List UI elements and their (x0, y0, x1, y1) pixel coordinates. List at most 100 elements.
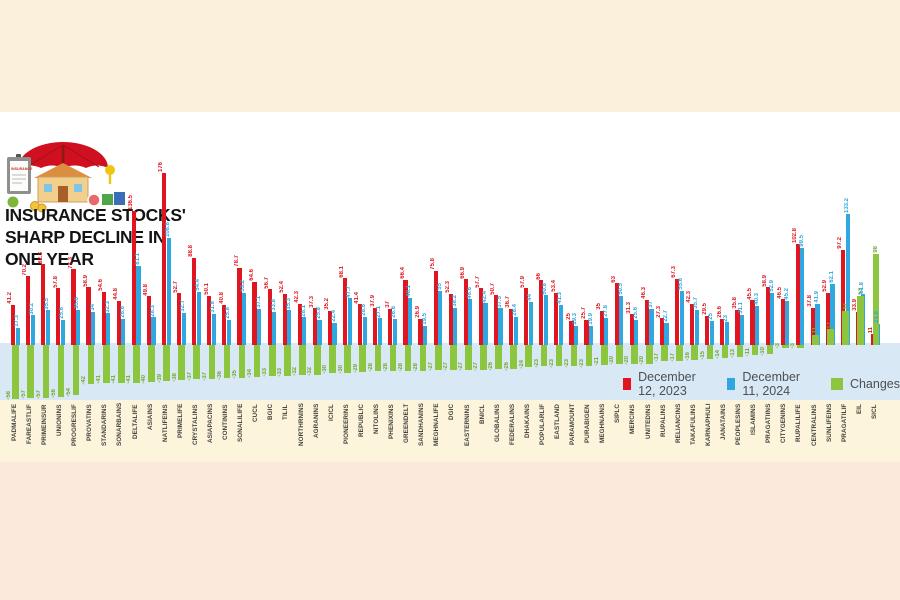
bar-change (72, 345, 80, 396)
value-label-2023: 97.2 (837, 237, 844, 249)
value-label-change: -3 (790, 343, 797, 349)
value-label-change: -20 (624, 355, 631, 365)
lollipop-icon (87, 193, 101, 207)
value-label-change: -56 (50, 389, 57, 399)
bar-change (766, 345, 774, 355)
legend-label: December 11, 2024 (742, 370, 801, 398)
value-label-2024: 28.6 (361, 304, 368, 316)
value-label-change: -13 (729, 349, 736, 359)
category-label: PHENIXINS (388, 404, 396, 439)
value-label-2023: 29.5 (701, 303, 708, 316)
category-label: NITOLINS (372, 404, 380, 435)
value-label-2024: 19.5 (421, 313, 428, 325)
category-label: NORTHRNINS (297, 403, 305, 446)
category-label: PRAGATILIF (840, 404, 848, 443)
bar-dec-12-2023 (433, 270, 438, 345)
bar-change (329, 345, 336, 373)
value-label-2023: 88.8 (188, 245, 195, 257)
bar-dec-12-2023 (690, 303, 695, 345)
legend-label: December 12, 2023 (638, 370, 696, 398)
category-label: NATLIFEINS (161, 404, 169, 442)
bar-dec-11-2024 (241, 292, 247, 345)
bar-dec-12-2023 (403, 279, 408, 345)
key-icon (105, 165, 115, 175)
value-label-2023: 50.1 (203, 283, 210, 295)
value-label-2023: 52.9 (822, 280, 829, 293)
category-label: CENTRALINS (810, 404, 818, 446)
bar-dec-12-2023 (478, 288, 483, 345)
value-label-2024: 45.2 (783, 288, 790, 300)
category-label: DGIC (448, 404, 456, 421)
value-label-2024: 25.6 (59, 307, 66, 319)
value-label-2024: 42.4 (481, 290, 488, 303)
bar-change (585, 345, 593, 367)
value-label-2023: 58.9 (761, 274, 768, 287)
value-label-change: -20 (609, 355, 616, 365)
bar-dec-12-2023 (780, 299, 785, 345)
bar-dec-11-2024 (211, 314, 216, 345)
bar-change (404, 345, 412, 372)
category-label: PROVATINS (86, 404, 94, 441)
value-label-2024: 30.2 (29, 302, 36, 315)
bar-change (616, 345, 623, 364)
bar-dec-11-2024 (649, 308, 654, 345)
legend-item-changes: Changes (830, 377, 900, 391)
category-label: PRIMELIFE (176, 404, 184, 439)
value-label-change: -26 (488, 361, 495, 371)
bar-change (359, 345, 367, 372)
category-label: EASTERNINS (463, 404, 471, 446)
bar-dec-12-2023 (282, 293, 287, 345)
category-label: GREENDELT (403, 404, 411, 444)
category-label: TAKAFULINS (689, 404, 697, 445)
value-label-2023: 35 (595, 303, 602, 310)
top-band (0, 0, 900, 112)
value-label-2023: 176 (158, 161, 165, 172)
bar-dec-11-2024 (438, 291, 443, 345)
category-label: SANDHANINS (418, 403, 426, 446)
bar-change (133, 345, 140, 384)
value-label-change: -41 (96, 375, 103, 385)
gift-box-icon (114, 192, 125, 205)
value-label-change: -23 (579, 358, 586, 368)
value-label-2023: 44.8 (113, 288, 120, 301)
category-label: UNIONINS (56, 404, 64, 436)
value-label-change: -27 (443, 362, 450, 372)
value-label-change: -23 (548, 358, 555, 368)
category-label: SONARBAINS (116, 402, 124, 446)
bar-dec-11-2024 (272, 311, 277, 345)
value-label-2024: 34 (89, 304, 96, 311)
value-label-2023: 26.6 (716, 306, 723, 318)
bar-change (570, 345, 578, 367)
clipboard-label: INSURANCE (11, 167, 33, 171)
bar-dec-11-2024 (423, 325, 428, 345)
value-label-change: -28 (367, 363, 374, 373)
bar-change (540, 345, 548, 367)
value-label-change: -17 (669, 353, 676, 362)
bar-dec-11-2024 (785, 300, 790, 345)
bar-dec-12-2023 (237, 267, 242, 345)
chart-title-line2: SHARP DECLINE IN (5, 227, 166, 248)
bar-dec-11-2024 (30, 315, 35, 345)
category-label: BNICL (478, 404, 486, 424)
value-label-2023: 31.3 (626, 301, 633, 314)
value-label-change: 98 (872, 246, 879, 253)
bar-dec-12-2023 (26, 276, 31, 345)
value-label-change: -21 (594, 356, 601, 366)
bar-dec-12-2023 (554, 292, 559, 345)
value-label-2024: 48.1 (406, 285, 413, 297)
value-label-2023: 63 (611, 275, 617, 283)
value-label-2023: 57.7 (475, 275, 482, 288)
bar-dec-12-2023 (342, 278, 348, 345)
bar-dec-12-2023 (659, 318, 665, 345)
bar-dec-11-2024 (287, 310, 292, 345)
value-label-change: -28 (397, 363, 404, 373)
category-label: SICL (870, 404, 878, 419)
value-label-2024: 28.3 (149, 304, 156, 317)
value-label-2023: 50.7 (490, 282, 497, 295)
value-label-2023: 27.3 (656, 305, 663, 318)
value-label-change: -14 (714, 350, 721, 360)
value-label-2024: 33.8 (270, 299, 277, 311)
bar-dec-12-2023 (463, 279, 468, 345)
bar-dec-12-2023 (508, 309, 514, 345)
